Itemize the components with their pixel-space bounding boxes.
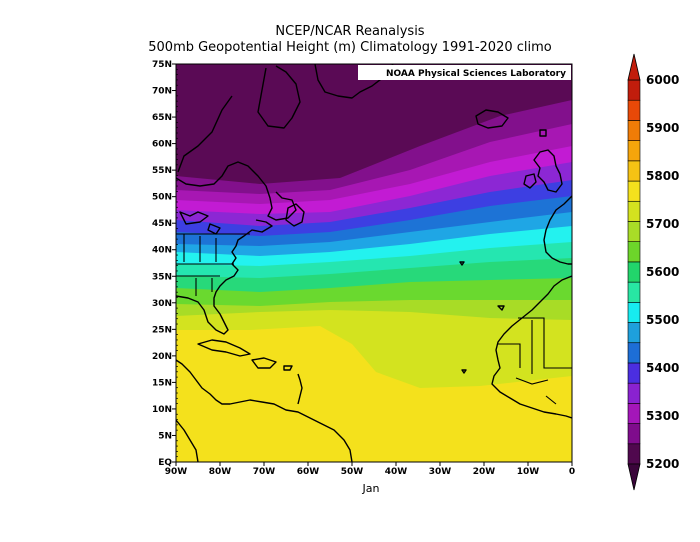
lon-tick-label: 50W (341, 467, 364, 477)
lat-tick-label: 60N (152, 140, 172, 150)
colorbar-label: 5500 (646, 313, 679, 327)
lat-tick-label: 70N (152, 87, 172, 97)
colorbar-swatch (627, 443, 641, 465)
lat-tick-label: 35N (152, 272, 172, 282)
lon-tick-label: 70W (253, 467, 276, 477)
lat-tick-label: 50N (152, 193, 172, 203)
colorbar-swatch (627, 79, 641, 101)
lon-tick-label: 20W (473, 467, 496, 477)
lat-tick-label: 30N (152, 299, 172, 309)
colorbar-label: 5200 (646, 457, 679, 471)
colorbar-label: 5300 (646, 409, 679, 423)
lon-tick-label: 40W (385, 467, 408, 477)
lon-tick-label: 30W (429, 467, 452, 477)
lat-tick-label: 75N (152, 60, 172, 70)
colorbar: 5200 5300 5400 5500 5600 5700 5800 5900 6000 (627, 53, 679, 491)
map-frame (175, 63, 573, 463)
longitude-axis: 90W 80W 70W 60W 50W 40W 30W 20W 10W 0 (165, 462, 575, 477)
colorbar-swatch (627, 382, 641, 404)
coastlines (176, 64, 572, 462)
colorbar-swatch (627, 200, 641, 222)
lat-tick-label: 25N (152, 325, 172, 335)
lat-tick-label: 5N (158, 431, 172, 441)
lat-tick-label: 20N (152, 352, 172, 362)
colorbar-swatch (627, 221, 641, 242)
lat-tick-label: 55N (152, 166, 172, 176)
lon-tick-label: 10W (517, 467, 540, 477)
lat-tick-label: 45N (152, 219, 172, 229)
colorbar-label: 5400 (646, 361, 679, 375)
chart-subtitle: 500mb Geopotential Height (m) Climatolog… (148, 40, 552, 55)
height-field (176, 64, 572, 462)
colorbar-swatch (627, 180, 641, 202)
colorbar-min-arrow (627, 463, 641, 491)
credit-box: NOAA Physical Sciences Laboratory (358, 65, 571, 80)
month-label: Jan (362, 482, 380, 495)
colorbar-swatch (627, 403, 641, 424)
colorbar-label: 5700 (646, 217, 679, 231)
colorbar-swatch (627, 322, 641, 344)
colorbar-max-arrow (627, 53, 641, 81)
colorbar-swatch (627, 423, 641, 445)
colorbar-swatch (627, 99, 641, 121)
colorbar-swatch (627, 160, 641, 182)
colorbar-label: 5800 (646, 169, 679, 183)
colorbar-swatch (627, 261, 641, 283)
colorbar-label: 5600 (646, 265, 679, 279)
contour-band (176, 326, 572, 462)
colorbar-swatch (627, 362, 641, 384)
lat-tick-label: 10N (152, 405, 172, 415)
lon-tick-label: 0 (569, 467, 575, 477)
colorbar-label: 5900 (646, 121, 679, 135)
lat-tick-label: 40N (152, 246, 172, 256)
lat-tick-label: 15N (152, 378, 172, 388)
colorbar-swatch (627, 120, 641, 141)
colorbar-swatch (627, 342, 641, 364)
colorbar-swatch (627, 281, 641, 303)
lat-tick-label: EQ (158, 458, 172, 468)
latitude-axis: EQ 5N 10N 15N 20N 25N 30N 35N 40N 45N 50N 55N 60N 65N… (152, 60, 178, 468)
colorbar-swatch (627, 140, 641, 162)
credit-text: NOAA Physical Sciences Laboratory (386, 69, 566, 79)
credit-background (358, 65, 571, 80)
colorbar-swatch (627, 302, 641, 323)
colorbar-label: 6000 (646, 73, 679, 87)
lon-tick-label: 90W (165, 467, 188, 477)
political-borders (176, 233, 572, 405)
lon-tick-label: 60W (297, 467, 320, 477)
colorbar-swatch (627, 241, 641, 263)
lon-tick-label: 80W (209, 467, 232, 477)
lat-tick-label: 65N (152, 113, 172, 123)
chart-title: NCEP/NCAR Reanalysis (275, 24, 425, 39)
